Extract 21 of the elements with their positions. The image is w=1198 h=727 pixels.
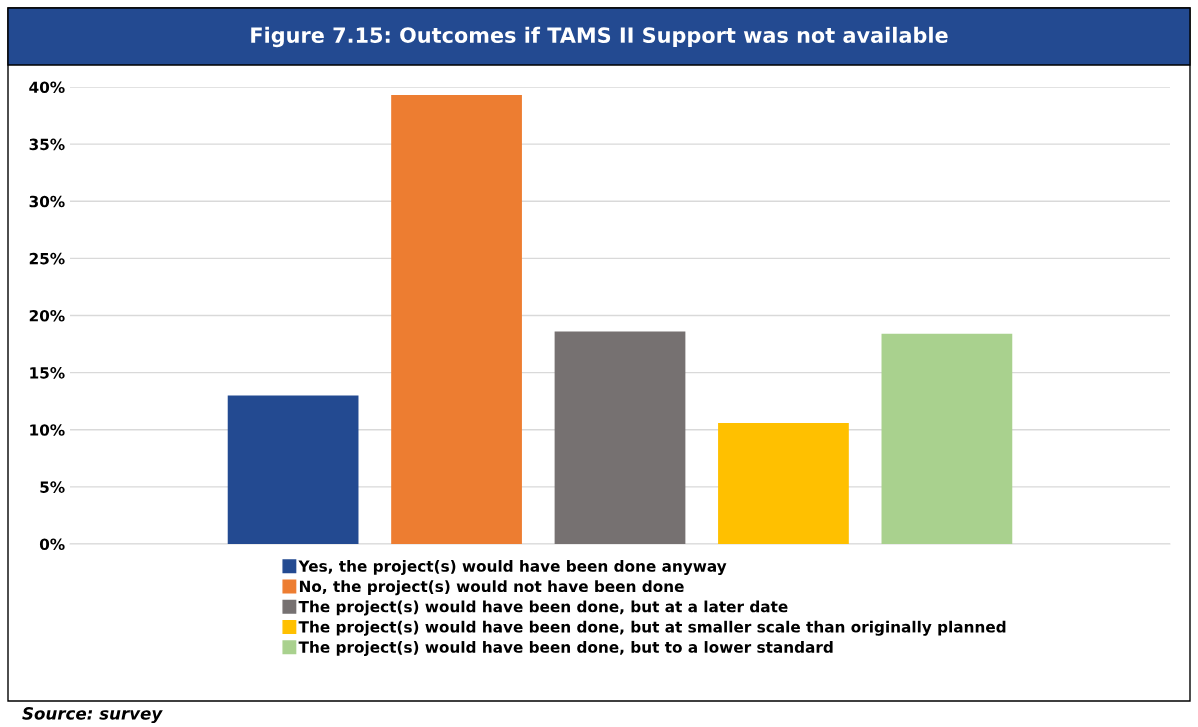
bar	[881, 333, 1013, 544]
y-tick-label: 5%	[40, 481, 65, 493]
legend-label: The project(s) would have been done, but at a later date	[298, 600, 788, 616]
y-tick-label: 25%	[29, 252, 65, 265]
y-tick-label: 0%	[39, 538, 65, 551]
legend-label: Yes, the project(s) would have been done anyway	[298, 560, 727, 575]
y-tick-label: 20%	[29, 309, 65, 322]
chart-title: Figure 7.15: Outcomes if TAMS II Support was not available	[251, 26, 948, 48]
bar	[554, 331, 686, 544]
y-tick-label: 15%	[30, 367, 65, 379]
y-tick-label: 10%	[30, 424, 65, 436]
legend-label: The project(s) would have been done, but to a lower standard	[298, 641, 833, 656]
bar	[227, 395, 359, 544]
y-tick-label: 35%	[29, 138, 65, 151]
legend-label: The project(s) would have been done, but at smaller scale than originally planned	[298, 620, 1006, 636]
y-tick-label: 40%	[29, 81, 65, 94]
y-tick-label: 30%	[29, 195, 65, 208]
bar	[718, 422, 849, 544]
legend-label: No, the project(s) would not have been done	[299, 580, 684, 596]
bar	[391, 95, 522, 544]
source-note: Source: survey	[22, 707, 163, 724]
